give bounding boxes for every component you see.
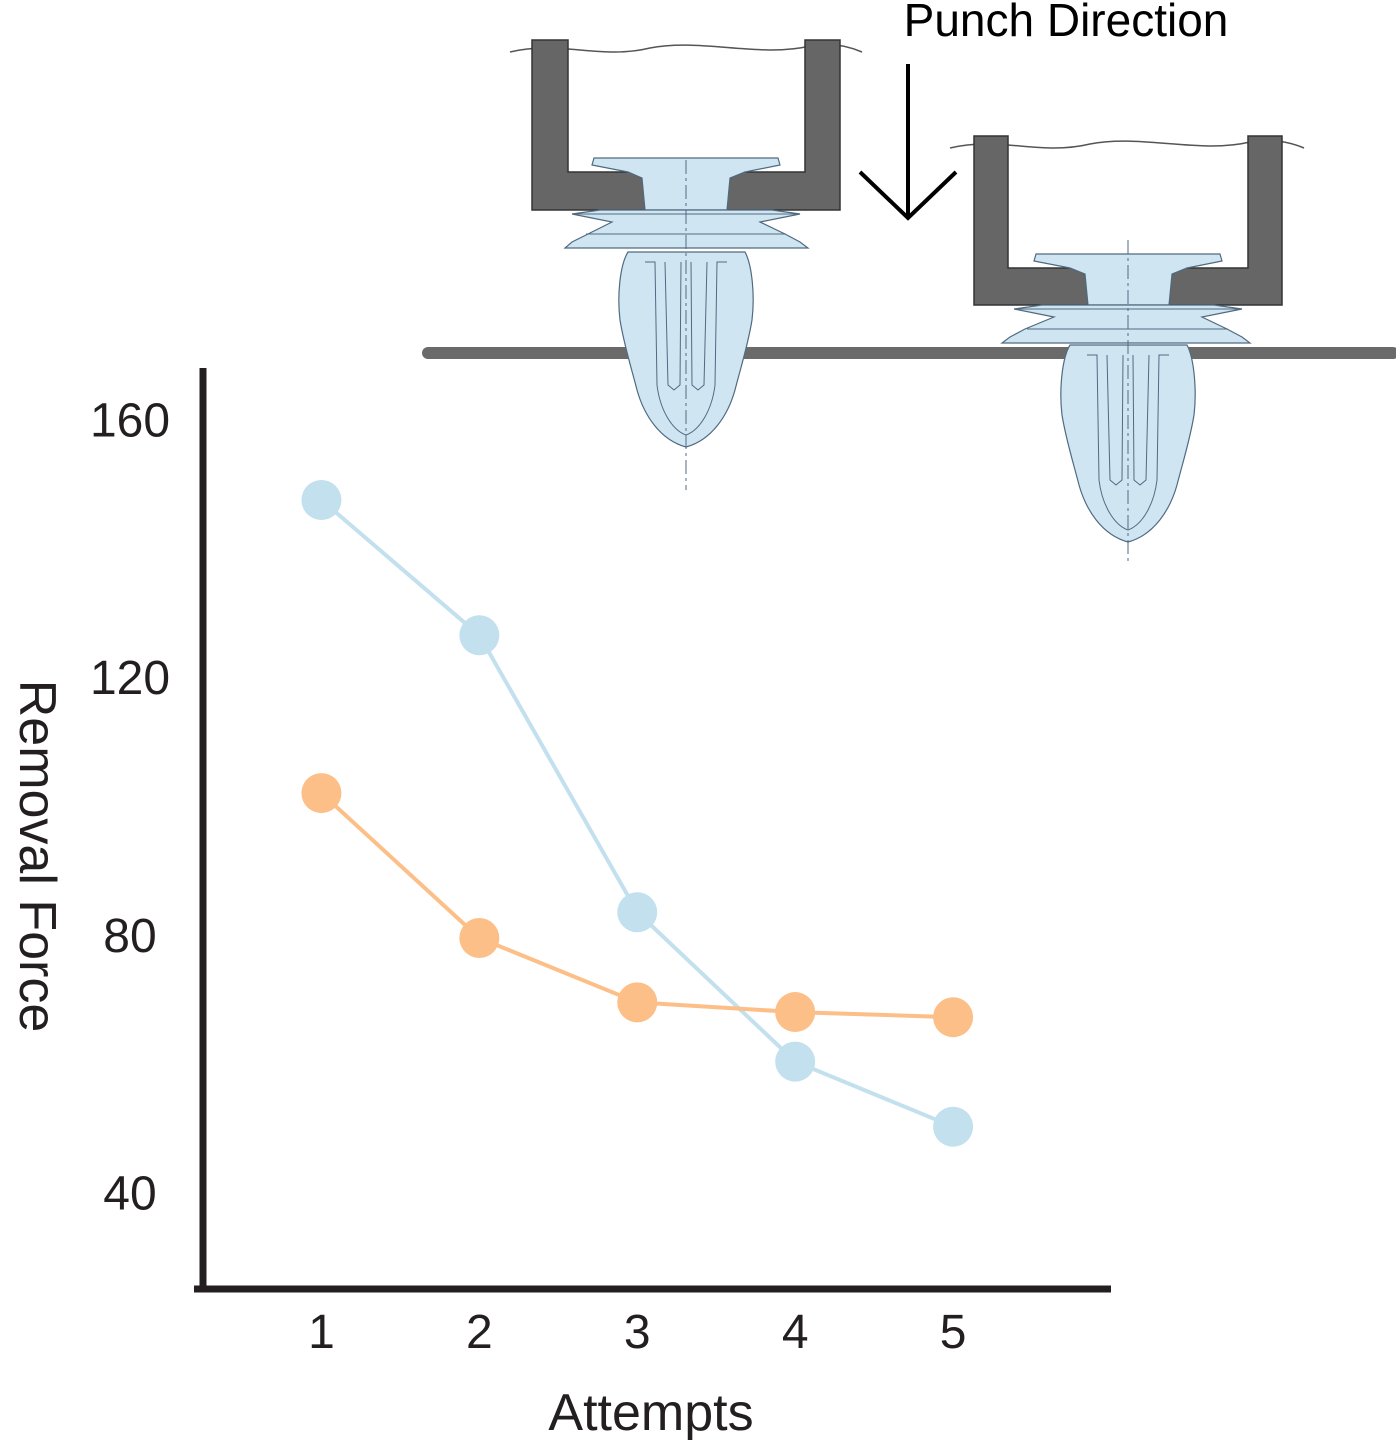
y-tick-label: 40 [103, 1167, 156, 1220]
series-1-point [301, 480, 342, 521]
x-tick-label: 1 [308, 1306, 335, 1359]
series-1-point [775, 1041, 816, 1082]
y-tick-label: 80 [103, 910, 156, 963]
fastener-before-icon [509, 39, 863, 490]
series-1-point [617, 892, 658, 933]
down-arrow-icon [858, 64, 958, 221]
x-tick-labels: 1 2 3 4 5 [308, 1306, 966, 1359]
series-layer [301, 480, 974, 1147]
y-tick-label: 120 [90, 652, 170, 705]
y-tick-labels: 40 80 120 160 [90, 395, 170, 1221]
x-tick-label: 5 [940, 1306, 967, 1359]
punch-direction-label: Punch Direction [904, 0, 1229, 46]
y-axis-title: Removal Force [8, 680, 66, 1033]
series-2-point [301, 773, 342, 814]
x-tick-label: 4 [782, 1306, 809, 1359]
series-1-point [459, 615, 500, 656]
fastener-after-icon [949, 135, 1305, 565]
x-tick-label: 2 [466, 1306, 493, 1359]
plot-area [194, 368, 1111, 1293]
x-axis-title: Attempts [548, 1384, 753, 1440]
series-2-point [617, 982, 658, 1023]
series-2-point [933, 997, 974, 1038]
x-tick-label: 3 [624, 1306, 651, 1359]
y-tick-label: 160 [90, 395, 170, 448]
series-1-line [320, 498, 954, 1129]
fastener-illustration: Punch Direction [422, 0, 1396, 565]
series-2-point [775, 992, 816, 1033]
series-2-point [459, 917, 500, 958]
series-1-point [933, 1106, 974, 1147]
